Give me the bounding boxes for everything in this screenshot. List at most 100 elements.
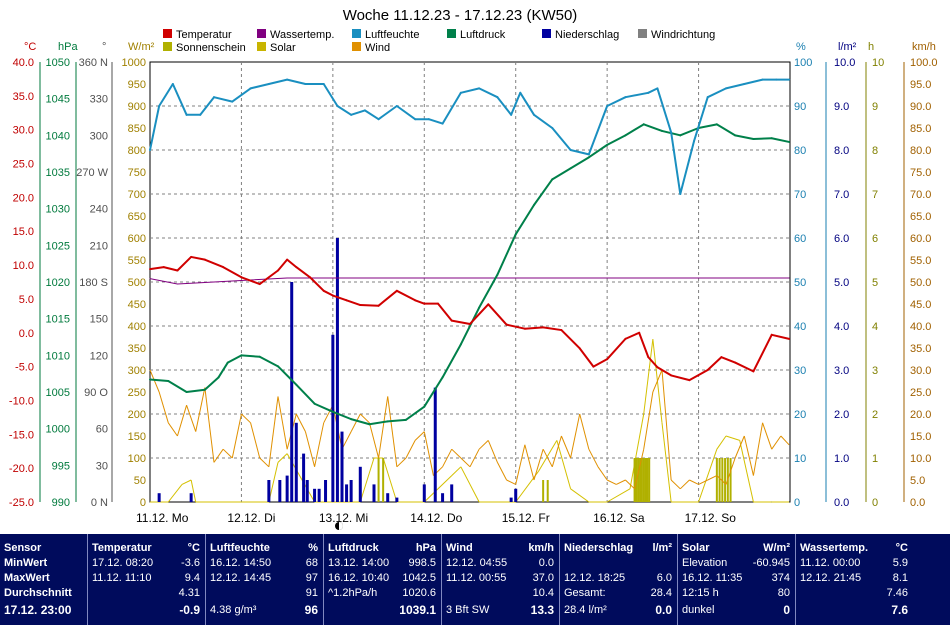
wind_speed-tick-label: 85.0 <box>910 123 931 135</box>
legend-swatch <box>352 42 361 51</box>
rain-max: 6.0 <box>656 572 672 584</box>
wind-segment <box>295 413 306 432</box>
hum-avg: 91 <box>305 587 318 599</box>
pressure-tick-label: 995 <box>52 460 70 472</box>
sunshine-tick-label: 9 <box>872 101 878 113</box>
pressure-segment <box>350 418 371 426</box>
humidity-segment <box>569 149 590 156</box>
sunshine-bar <box>718 458 721 502</box>
temperature-unit-label: °C <box>24 41 36 53</box>
wind-segment <box>368 422 380 459</box>
wind-segment <box>478 440 489 450</box>
precip-bar <box>290 282 294 502</box>
sunshine-bar <box>640 458 643 502</box>
wind_dir-tick-label: 360 N <box>79 57 108 69</box>
pressure-unit-label: hPa <box>58 41 78 53</box>
solar-tick-label: 200 <box>128 409 146 421</box>
solar-tick-label: 1000 <box>122 57 146 69</box>
solar-segment <box>698 449 718 503</box>
humidity-segment <box>725 83 746 90</box>
precip-bar <box>335 238 339 502</box>
humidity-tick-label: 80 <box>794 145 806 157</box>
solar-max: 374 <box>771 572 790 584</box>
precip-bar <box>313 488 317 502</box>
humidity-segment <box>249 83 270 90</box>
series <box>149 78 791 503</box>
humidity-segment <box>441 91 462 125</box>
temperature-tick-label: -5.0 <box>15 362 34 374</box>
solar-tick-label: 350 <box>128 343 146 355</box>
wind-segment <box>606 479 617 485</box>
sunshine-bar <box>546 480 549 502</box>
humidity-tick-label: 50 <box>794 277 806 289</box>
wind-segment <box>277 396 288 450</box>
wind_speed-tick-label: 90.0 <box>910 101 931 113</box>
solar-tick-label: 450 <box>128 299 146 311</box>
water-max-time: 12.12. 21:45 <box>800 572 862 584</box>
wind-segment <box>222 448 233 459</box>
wind_dir-tick-label: 30 <box>96 460 108 472</box>
wind-segment <box>414 431 425 441</box>
pressure-tick-label: 1035 <box>46 167 70 179</box>
pressure-segment <box>679 127 700 137</box>
solar-tick-label: 50 <box>134 475 146 487</box>
solar-tick-label: 250 <box>128 387 146 399</box>
wind-segment <box>496 462 508 481</box>
sunshine-tick-label: 10 <box>872 57 884 69</box>
wind_speed-tick-label: 35.0 <box>910 343 931 355</box>
wind-segment <box>570 413 581 459</box>
humidity-segment <box>322 83 339 107</box>
solar-elev-label: Elevation <box>682 557 728 569</box>
temp-avg: 4.31 <box>178 587 200 599</box>
pressure-tick-label: 1005 <box>46 387 70 399</box>
pressure-segment <box>185 388 206 393</box>
wind-avg: 10.4 <box>532 587 554 599</box>
press-unit: hPa <box>415 542 436 554</box>
humidity-segment <box>171 83 188 116</box>
press-max-time: 16.12. 10:40 <box>328 572 390 584</box>
legend-label: Wind <box>365 42 390 54</box>
temperature-segment <box>578 347 595 368</box>
sunshine-tick-label: 6 <box>872 233 878 245</box>
precip-bar <box>157 493 161 502</box>
y-axes: 40.035.030.025.020.015.010.05.00.0-5.0-1… <box>9 41 938 509</box>
precip-bar <box>441 493 445 502</box>
legend-label: Luftfeuchte <box>365 29 419 41</box>
water-max: 8.1 <box>892 572 908 584</box>
pressure-segment <box>496 233 517 276</box>
x-tick-label: 13.12. Mi <box>319 511 368 525</box>
precip-tick-label: 7.0 <box>834 189 849 201</box>
humidity-unit-label: % <box>796 41 806 53</box>
solar-tick-label: 550 <box>128 255 146 267</box>
summary-panel: Sensor MinWert MaxWert Durchschnitt 17.1… <box>0 534 950 625</box>
precip-bar <box>324 480 328 502</box>
humidity-segment <box>519 91 535 116</box>
wind-segment <box>469 448 480 468</box>
rain-current: 0.0 <box>655 603 672 617</box>
summary-temperature: Temperatur °C 17.12. 08:20 -3.6 11.12. 11:… <box>88 534 204 625</box>
wind-segment <box>176 405 188 437</box>
humidity-segment <box>427 118 444 125</box>
pressure-tick-label: 1030 <box>46 204 70 216</box>
wind_speed-tick-label: 30.0 <box>910 365 931 377</box>
sensor-current-time: 17.12. 23:00 <box>4 603 72 617</box>
press-header: Luftdruck <box>328 542 379 554</box>
wind_dir-tick-label: 240 <box>90 204 108 216</box>
wind-segment <box>524 444 535 481</box>
wind_dir-tick-label: 90 O <box>84 387 108 399</box>
sunshine-bar <box>646 458 649 502</box>
wind_speed-tick-label: 15.0 <box>910 431 931 443</box>
wind-segment <box>231 413 242 459</box>
wind-segment <box>158 391 169 423</box>
wind-segment <box>460 457 471 468</box>
press-min-time: 13.12. 14:00 <box>328 557 390 569</box>
rain-header: Niederschlag <box>564 542 634 554</box>
solar-segment <box>190 479 197 503</box>
precip-bar <box>514 488 518 502</box>
temperature-segment <box>670 374 691 382</box>
sunshine-tick-label: 8 <box>872 145 878 157</box>
temperature-segment <box>345 299 362 307</box>
solar-segment <box>661 422 672 503</box>
precip-bar <box>358 466 362 502</box>
wind_speed-tick-label: 10.0 <box>910 453 931 465</box>
